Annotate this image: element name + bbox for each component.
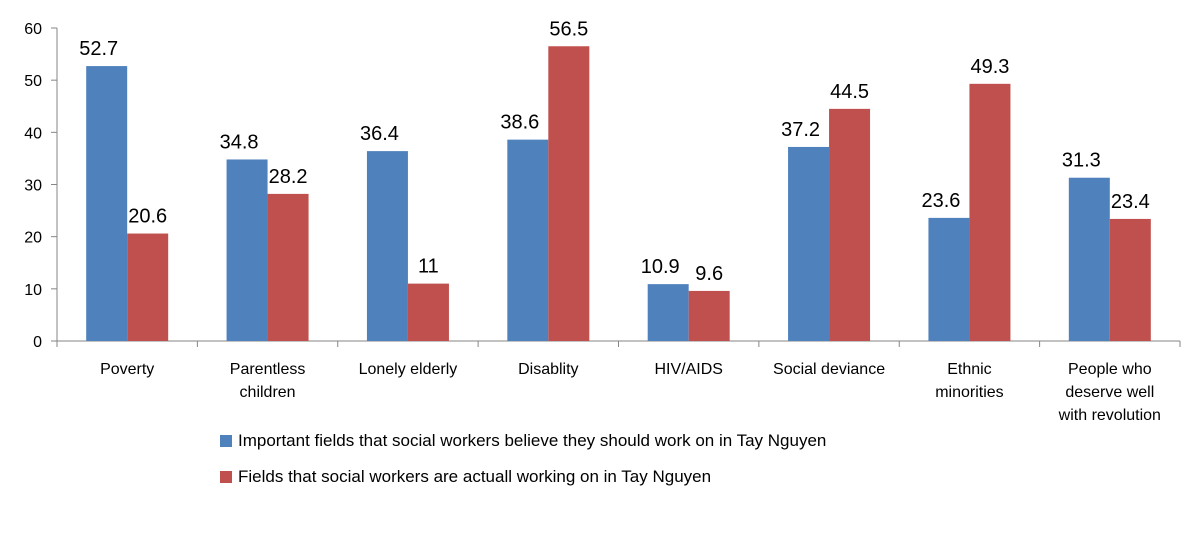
x-category-label: Social deviance [773, 361, 885, 378]
y-tick-label: 30 [24, 178, 42, 195]
x-category-label: People who [1068, 361, 1152, 378]
data-label-series-1: 36.4 [360, 123, 399, 145]
legend-label-series-1: Important fields that social workers bel… [238, 431, 827, 450]
data-label-series-2: 44.5 [830, 81, 869, 103]
data-label-series-1: 38.6 [500, 112, 539, 134]
legend-label-series-2: Fields that social workers are actuall w… [238, 467, 712, 486]
bar-series-2 [407, 283, 449, 341]
legend-item-series-1: Important fields that social workers bel… [220, 423, 826, 459]
data-label-series-1: 31.3 [1062, 150, 1101, 172]
bar-series-1 [366, 151, 408, 341]
data-label-series-1: 34.8 [220, 131, 259, 153]
data-label-series-1: 10.9 [641, 256, 680, 278]
y-tick-label: 60 [24, 21, 42, 38]
bar-series-2 [1109, 218, 1151, 341]
y-tick-label: 0 [33, 334, 42, 351]
data-label-series-2: 11 [418, 256, 439, 278]
y-tick-label: 40 [24, 125, 42, 142]
x-category-label: Lonely elderly [359, 361, 458, 378]
x-category-label: Disablity [518, 361, 578, 378]
bar-series-1 [507, 139, 549, 341]
data-label-series-2: 56.5 [549, 18, 588, 40]
legend-item-series-2: Fields that social workers are actuall w… [220, 459, 826, 495]
x-category-label: HIV/AIDS [654, 361, 722, 378]
bar-series-2 [969, 83, 1011, 342]
legend: Important fields that social workers bel… [220, 423, 826, 495]
x-category-label: Parentless [230, 361, 306, 378]
bar-series-2 [127, 233, 169, 341]
data-label-series-1: 52.7 [79, 38, 118, 60]
x-category-label: minorities [935, 384, 1003, 401]
bar-series-1 [86, 66, 128, 341]
data-label-series-1: 37.2 [781, 119, 820, 141]
bar-series-1 [788, 146, 830, 341]
data-label-series-2: 28.2 [269, 166, 308, 188]
bar-series-2 [548, 46, 590, 342]
bar-series-2 [688, 290, 730, 341]
legend-swatch-series-1 [220, 435, 232, 447]
bar-series-1 [1068, 177, 1110, 341]
x-category-label: with revolution [1058, 407, 1161, 420]
y-tick-label: 20 [24, 230, 42, 247]
y-tick-label: 10 [24, 282, 42, 299]
bar-chart: 0 10 20 30 40 50 60 Poverty Parentless children Lo… [24, 18, 1181, 420]
x-category-label: Ethnic [947, 361, 991, 378]
data-label-series-2: 49.3 [970, 56, 1009, 78]
bar-series-1 [928, 217, 970, 341]
data-label-series-2: 20.6 [128, 206, 167, 228]
data-label-series-2: 9.6 [695, 263, 723, 285]
bar-series-1 [226, 159, 268, 341]
data-label-series-1: 23.6 [921, 190, 960, 212]
bar-series-1 [647, 284, 689, 341]
y-tick-label: 50 [24, 73, 42, 90]
x-category-label: deserve well [1065, 384, 1154, 401]
bar-series-2 [267, 193, 309, 341]
data-label-series-2: 23.4 [1111, 191, 1150, 213]
x-category-label: children [240, 384, 296, 401]
bar-series-2 [829, 108, 871, 341]
legend-swatch-series-2 [220, 471, 232, 483]
x-category-label: Poverty [100, 361, 154, 378]
